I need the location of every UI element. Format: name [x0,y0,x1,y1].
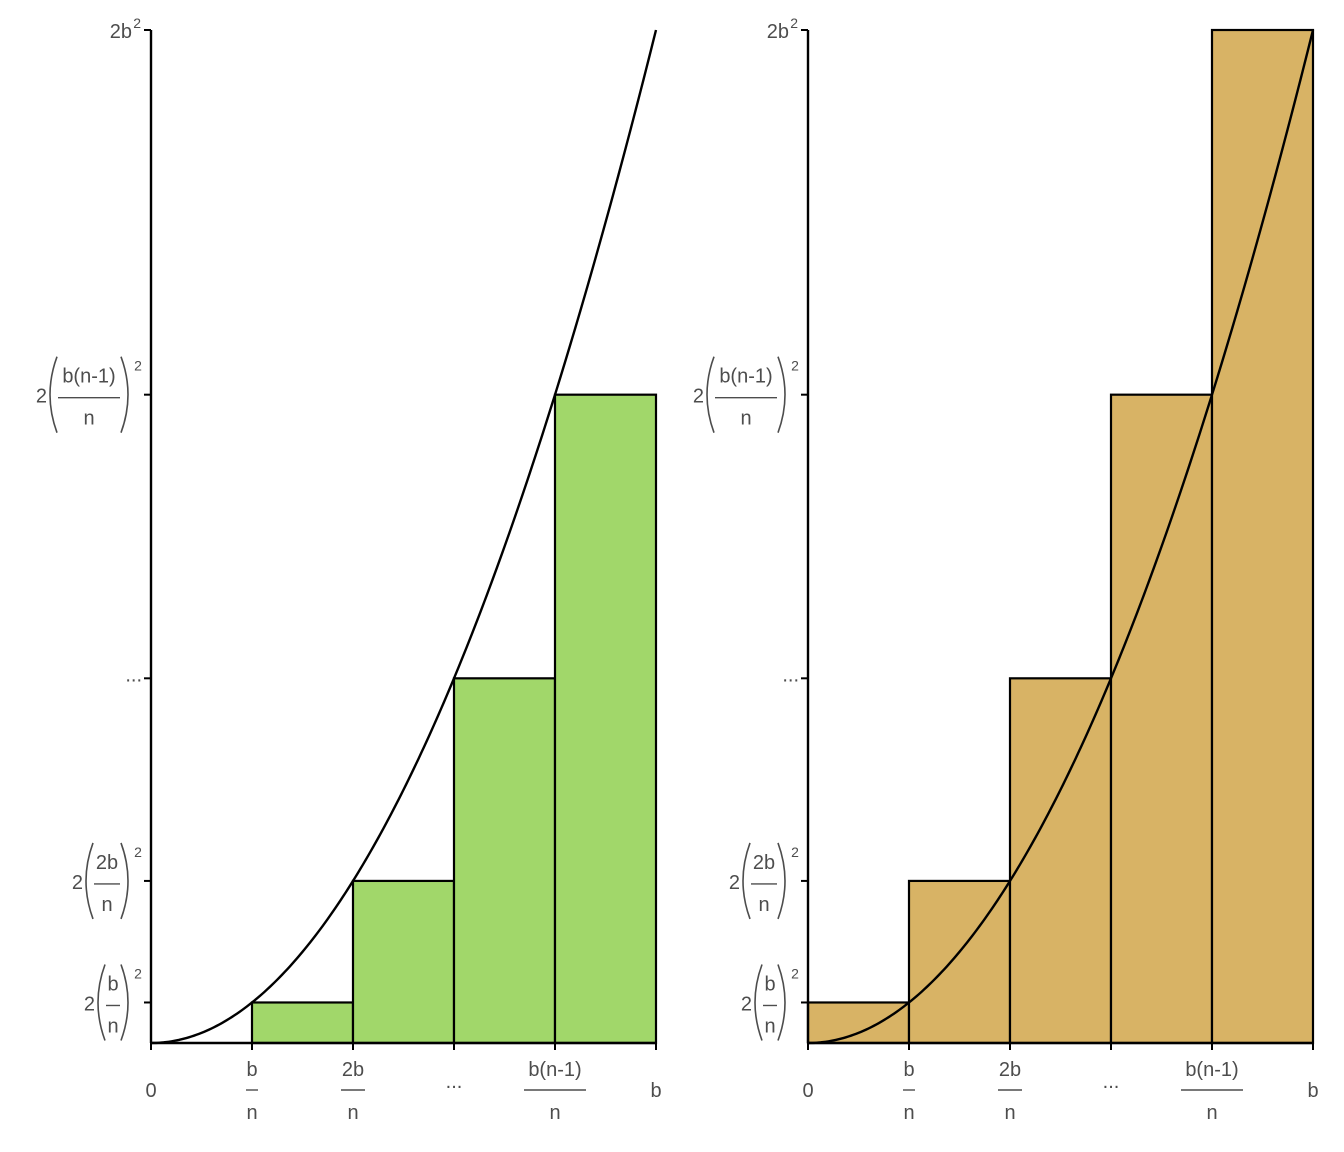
y-tick-label-2: ... [782,664,799,686]
upper-sum-panel: 0bn2bn...b(n-1)nbbn222bn22...b(n-1)n222b… [693,15,1319,1124]
riemann-bar-4 [553,393,658,1045]
y-tick-label-base-4: 2b [767,21,789,43]
y-tick-label-power-0: 2 [791,965,799,981]
riemann-bar-3 [1109,393,1214,1045]
y-tick-label-3-left-paren [49,356,58,433]
y-tick-label-0-left-paren [97,964,106,1041]
y-tick-label-1-right-paren [777,842,786,920]
y-tick-label-1-right-paren [120,842,129,920]
x-tick-label-num-2: 2b [999,1059,1021,1081]
y-tick-label-num-0: b [107,973,118,995]
y-tick-label-num-3: b(n-1) [719,366,772,388]
y-tick-label-3-right-paren [777,356,786,433]
y-tick-label-num-3: b(n-1) [62,366,115,388]
riemann-bar-3 [452,677,557,1045]
y-tick-label-power-1: 2 [134,844,142,860]
y-tick-label-power-3: 2 [134,358,142,374]
y-tick-label-den-3: n [83,408,94,430]
x-tick-label-den-2: n [1004,1102,1015,1124]
y-tick-label-coef-1: 2 [729,872,740,894]
y-tick-label-coef-3: 2 [36,386,47,408]
riemann-bar-2 [351,879,456,1045]
x-tick-label-num-4: b(n-1) [528,1059,581,1081]
y-tick-label-0-right-paren [777,964,786,1041]
x-tick-label-num-1: b [903,1059,914,1081]
y-tick-label-coef-1: 2 [72,872,83,894]
x-tick-label-3: ... [446,1071,463,1093]
x-tick-label-den-1: n [246,1102,257,1124]
y-tick-label-num-0: b [764,973,775,995]
y-tick-label-0-left-paren [754,964,763,1041]
x-tick-label-num-4: b(n-1) [1185,1059,1238,1081]
y-tick-label-den-3: n [740,408,751,430]
y-tick-label-power-4: 2 [790,15,798,31]
riemann-bar-4 [1210,28,1315,1045]
y-tick-label-den-0: n [107,1015,118,1037]
function-curve [150,29,658,1045]
y-tick-label-0-right-paren [120,964,129,1041]
x-tick-label-den-4: n [1206,1102,1217,1124]
y-tick-label-base-4: 2b [110,21,132,43]
y-tick-label-power-1: 2 [791,844,799,860]
function-curve [807,29,1315,1045]
lower-sum-panel: 0bn2bn...b(n-1)nbbn222bn22...b(n-1)n222b… [36,15,662,1124]
y-tick-label-2: ... [125,664,142,686]
riemann-bar-1 [907,879,1012,1045]
y-tick-label-den-0: n [764,1015,775,1037]
y-tick-label-num-1: 2b [96,852,118,874]
y-tick-label-num-1: 2b [753,852,775,874]
y-tick-label-power-0: 2 [134,965,142,981]
x-tick-label-0: 0 [145,1080,156,1102]
y-tick-label-coef-0: 2 [84,993,95,1015]
x-tick-label-0: 0 [802,1080,813,1102]
x-tick-label-num-2: 2b [342,1059,364,1081]
y-tick-label-power-4: 2 [133,15,141,31]
x-tick-label-den-1: n [903,1102,914,1124]
y-tick-label-power-3: 2 [791,358,799,374]
riemann-bar-0 [806,1001,911,1045]
x-tick-label-den-4: n [549,1102,560,1124]
y-tick-label-den-1: n [758,894,769,916]
x-tick-label-3: ... [1103,1071,1120,1093]
y-tick-label-1-left-paren [742,842,751,920]
x-tick-label-num-1: b [246,1059,257,1081]
y-tick-label-den-1: n [101,894,112,916]
y-tick-label-coef-0: 2 [741,993,752,1015]
y-tick-label-3-right-paren [120,356,129,433]
y-tick-label-3-left-paren [706,356,715,433]
x-tick-label-5: b [650,1080,661,1102]
x-tick-label-5: b [1307,1080,1318,1102]
y-tick-label-1-left-paren [85,842,94,920]
x-tick-label-den-2: n [347,1102,358,1124]
riemann-bar-1 [250,1001,355,1045]
riemann-bar-2 [1008,677,1113,1045]
y-tick-label-coef-3: 2 [693,386,704,408]
